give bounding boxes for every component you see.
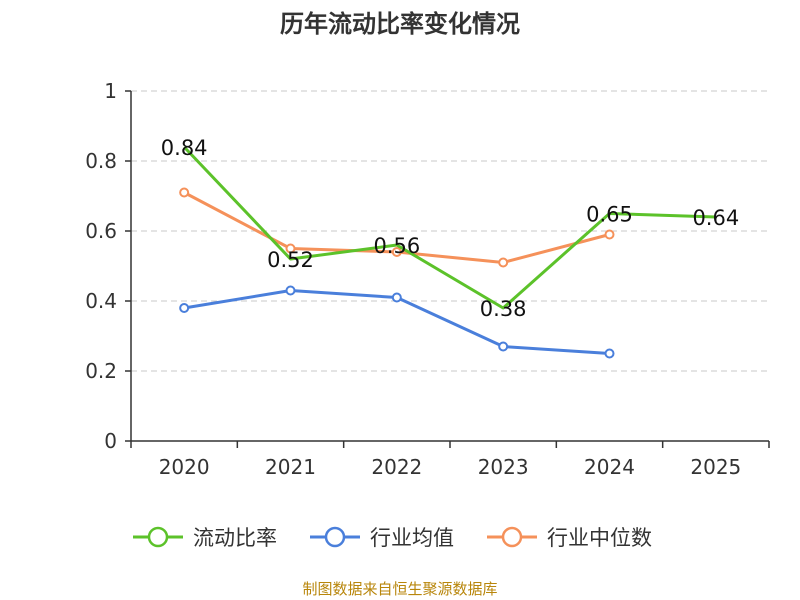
data-labels: 0.84 0.52 0.56 0.38 0.65 0.64 — [161, 136, 739, 321]
legend-label: 行业均值 — [370, 526, 454, 550]
x-tick-label: 2025 — [690, 455, 741, 479]
legend-label: 流动比率 — [193, 526, 277, 550]
y-tick-label: 0.4 — [85, 289, 117, 313]
y-tick-label: 0.2 — [85, 359, 117, 383]
data-label: 0.38 — [480, 297, 527, 321]
series-point — [498, 341, 509, 352]
y-tick-label: 0.8 — [85, 149, 117, 173]
series-point — [391, 292, 402, 303]
x-tick-label: 2023 — [478, 455, 529, 479]
legend-item-0[interactable]: 流动比率 — [133, 526, 277, 550]
series-point — [498, 257, 509, 268]
legend-marker-icon — [147, 526, 169, 548]
series-point — [285, 243, 296, 254]
series-point — [604, 229, 615, 240]
legend-item-1[interactable]: 行业均值 — [310, 526, 454, 550]
series-point — [285, 285, 296, 296]
grid-lines — [131, 90, 769, 372]
series-point — [604, 348, 615, 359]
series-point — [391, 247, 402, 257]
legend-label: 行业中位数 — [547, 526, 652, 550]
legend-marker-icon — [324, 526, 346, 548]
data-label: 0.56 — [373, 234, 420, 258]
x-tick-label: 2021 — [265, 455, 316, 479]
y-tick-label: 1 — [104, 79, 117, 103]
data-label: 0.64 — [692, 206, 739, 230]
series-point — [179, 187, 190, 198]
source-note: 制图数据来自恒生聚源数据库 — [302, 580, 497, 598]
x-tick-label: 2024 — [584, 455, 635, 479]
y-tick-label: 0.6 — [85, 219, 117, 243]
legend[interactable]: 流动比率 行业均值 行业中位数 — [133, 526, 652, 550]
series-point — [179, 303, 190, 313]
x-tick-label: 2022 — [371, 455, 422, 479]
legend-item-2[interactable]: 行业中位数 — [487, 526, 652, 550]
legend-marker-icon — [501, 526, 523, 548]
x-tick-label: 2020 — [159, 455, 210, 479]
data-label: 0.84 — [161, 136, 208, 160]
series-layer — [179, 145, 716, 359]
data-label: 0.65 — [586, 203, 633, 227]
chart-title: 历年流动比率变化情况 — [280, 10, 520, 38]
data-label: 0.52 — [267, 248, 314, 272]
axes: 0 0.2 0.4 0.6 0.8 1 2020 2021 2022 2023 2024 2025 — [85, 79, 770, 479]
y-tick-label: 0 — [104, 429, 117, 453]
series-line-0 — [183, 145, 716, 310]
